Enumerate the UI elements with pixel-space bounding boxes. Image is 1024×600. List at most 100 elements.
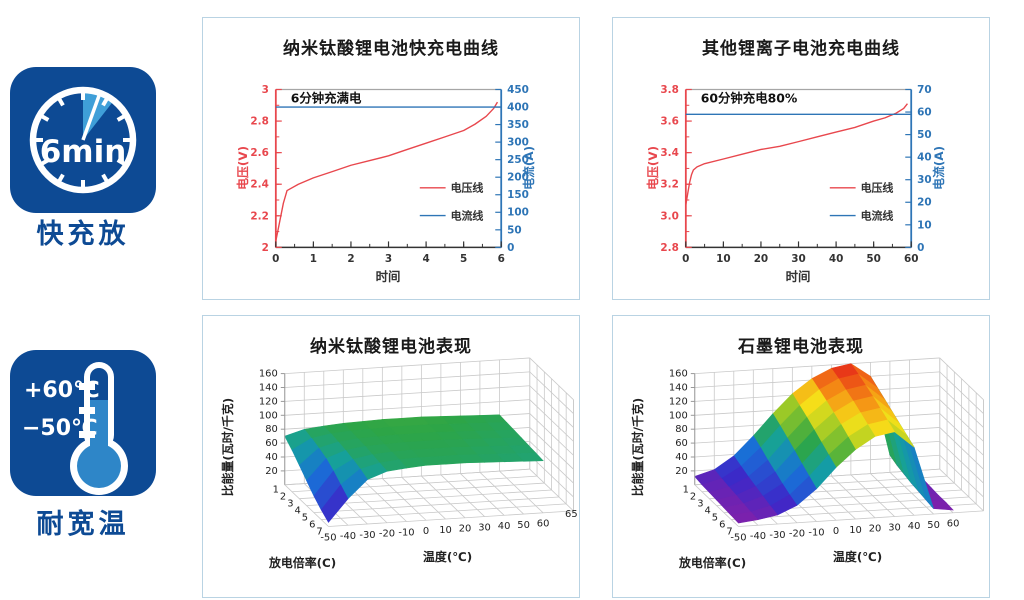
clock-ticks bbox=[34, 91, 132, 189]
right-tick-label: 350 bbox=[507, 119, 529, 131]
clock-6min-text: 6min bbox=[40, 134, 127, 170]
left-tick-label: 2.4 bbox=[250, 179, 268, 191]
wide-temp-label: 耐宽温 bbox=[36, 509, 130, 540]
left-tick-label: 2.8 bbox=[250, 116, 268, 128]
right-tick-label: 0 bbox=[507, 242, 514, 254]
rate-axis-title: 放电倍率(C) bbox=[268, 556, 336, 570]
clock-tick bbox=[116, 113, 127, 122]
surface-cell bbox=[730, 511, 759, 524]
fast-charge-badge: 6min bbox=[10, 67, 156, 213]
rate-tick-label: 1 bbox=[273, 485, 279, 496]
rate-tick-label: 5 bbox=[712, 513, 718, 524]
temp-tick-label: -50 bbox=[730, 532, 746, 543]
temp-tick-label: 40 bbox=[498, 521, 511, 532]
voltage-curve bbox=[275, 101, 499, 242]
left-tick-label: 3.0 bbox=[660, 210, 678, 222]
rate-tick-label: 2 bbox=[690, 492, 696, 503]
rate-tick-label: 7 bbox=[726, 526, 732, 537]
thermometer-bulb bbox=[77, 444, 121, 488]
z-tick-label: 140 bbox=[259, 382, 278, 393]
temp-low-text: −50℃ bbox=[22, 416, 98, 441]
legend-label: 电压线 bbox=[861, 181, 894, 195]
rate-tick-label: 2 bbox=[280, 492, 286, 503]
x-tick-label: 2 bbox=[347, 253, 354, 265]
temp-tick-label: 50 bbox=[927, 520, 940, 531]
x-axis-title: 时间 bbox=[376, 269, 401, 284]
x-axis-title: 时间 bbox=[786, 269, 811, 284]
floor-grid bbox=[499, 470, 544, 514]
rate-tick-label: 3 bbox=[697, 499, 703, 510]
temp-tick-label: -40 bbox=[340, 531, 356, 542]
right-tick-label: 200 bbox=[507, 172, 529, 184]
z-tick-label: 40 bbox=[265, 452, 278, 463]
z-tick-label: 20 bbox=[265, 466, 278, 477]
floor-grid bbox=[421, 475, 466, 519]
clock-ring bbox=[29, 86, 137, 194]
clock-tick bbox=[56, 173, 65, 184]
z-tick-label: 80 bbox=[265, 424, 278, 435]
temp-tick-label: -10 bbox=[398, 527, 414, 538]
thermometer-icon: +60℃ −50℃ bbox=[22, 362, 128, 495]
surface-mesh bbox=[284, 414, 544, 523]
temp-axis-title: 温度(℃) bbox=[423, 550, 472, 564]
rate-tick-label: 6 bbox=[309, 519, 315, 530]
floor-grid bbox=[306, 489, 552, 507]
right-tick-label: 50 bbox=[917, 129, 931, 141]
panel-graphite-performance-surface: 石墨锂电池表现 20 40 60 80 100 120 140 160 1 2 3 4 5 6 7 -50 -4… bbox=[612, 315, 990, 598]
clock-tick bbox=[101, 173, 110, 184]
clock-tick bbox=[116, 158, 127, 167]
temp-tick-label: -30 bbox=[769, 530, 785, 541]
floor-grid bbox=[401, 477, 446, 520]
z-axis-title: 比能量(瓦时/千克) bbox=[631, 398, 645, 497]
annotation-text: 60分钟充电80% bbox=[701, 90, 798, 105]
surface-mesh bbox=[694, 363, 954, 524]
right-tick-label: 400 bbox=[507, 102, 529, 114]
temp-tick-label: 20 bbox=[869, 524, 882, 535]
x-tick-label: 3 bbox=[385, 253, 392, 265]
temp-tick-label: 30 bbox=[888, 522, 901, 533]
z-tick-label: 20 bbox=[675, 466, 688, 477]
right-tick-label: 20 bbox=[917, 197, 931, 209]
x-tick-label: 0 bbox=[272, 253, 279, 265]
rate-tick-label: 6 bbox=[719, 519, 725, 530]
backwall-grid bbox=[284, 399, 530, 416]
thermometer-tick bbox=[79, 383, 95, 390]
rate-tick-label: 4 bbox=[295, 506, 301, 517]
left-tick-label: 3.2 bbox=[660, 179, 678, 191]
left-tick-label: 2.6 bbox=[250, 147, 268, 159]
right-tick-label: 450 bbox=[507, 84, 529, 96]
floor-grid bbox=[328, 510, 574, 527]
rate-axis-title: 放电倍率(C) bbox=[678, 556, 746, 570]
floor-grid bbox=[694, 484, 739, 527]
right-tick-label: 150 bbox=[507, 189, 529, 201]
floor-grid bbox=[382, 478, 427, 521]
floor-grid bbox=[460, 473, 505, 516]
legend-label: 电压线 bbox=[451, 181, 484, 195]
clock-tick bbox=[101, 96, 110, 107]
wide-temp-badge: +60℃ −50℃ bbox=[10, 350, 156, 496]
z-tick-label: 160 bbox=[669, 369, 688, 380]
z-tick-label: 80 bbox=[675, 424, 688, 435]
z-tick-label: 120 bbox=[259, 396, 278, 407]
floor-grid bbox=[870, 473, 915, 516]
temp-tick-label: -50 bbox=[320, 532, 336, 543]
temp-tick-label: 10 bbox=[849, 525, 862, 536]
temp-tick-label: 50 bbox=[517, 520, 530, 531]
floor-grid bbox=[284, 484, 329, 527]
clock-tick bbox=[56, 96, 65, 107]
lto-fast-charge-chart: 0 1 2 3 4 5 6 2 2.2 2.4 2.6 2.8 3 0 50 100 150 200 250 300 3… bbox=[236, 84, 536, 284]
rate-tick-label: 7 bbox=[316, 526, 322, 537]
temp-tick-label: -20 bbox=[789, 529, 805, 540]
left-tick-label: 3 bbox=[262, 84, 269, 96]
legend-label: 电流线 bbox=[861, 209, 894, 223]
clock-tick bbox=[39, 113, 50, 122]
z-tick-label: 100 bbox=[259, 410, 278, 421]
z-axis-title: 比能量(瓦时/千克) bbox=[221, 398, 235, 497]
clock-hand bbox=[81, 92, 102, 141]
temp-tick-label: 0 bbox=[833, 526, 839, 537]
z-tick-label: 160 bbox=[259, 369, 278, 380]
right-axis-title: 电流(A) bbox=[932, 146, 946, 190]
right-tick-label: 100 bbox=[507, 207, 529, 219]
floor-grid bbox=[440, 474, 485, 517]
